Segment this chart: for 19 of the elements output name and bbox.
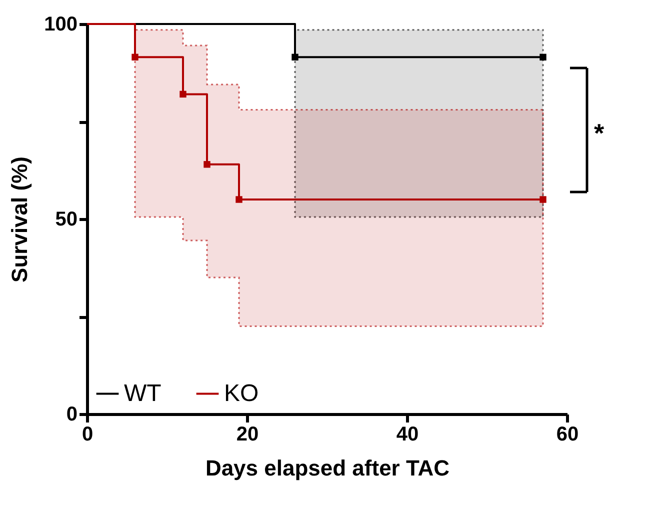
point: [180, 90, 186, 98]
y-tick-label: 0: [66, 404, 78, 426]
x-tick-label: 40: [396, 424, 419, 446]
x-tick-label: 0: [82, 424, 94, 446]
y-tick-label: 100: [44, 14, 78, 36]
x-tick-label: 20: [236, 424, 259, 446]
point: [132, 54, 138, 61]
point: [292, 54, 298, 61]
point: [236, 196, 242, 203]
x-tick-label: 60: [556, 424, 579, 446]
legend-label: WT: [124, 380, 162, 407]
text: *: [594, 118, 605, 148]
y-tick-label: 50: [55, 208, 78, 230]
y-axis-title: Survival (%): [7, 156, 32, 282]
point: [204, 161, 210, 168]
point: [540, 54, 546, 61]
legend-label: KO: [224, 380, 259, 407]
x-axis-title: Days elapsed after TAC: [205, 456, 450, 480]
point: [540, 196, 546, 203]
